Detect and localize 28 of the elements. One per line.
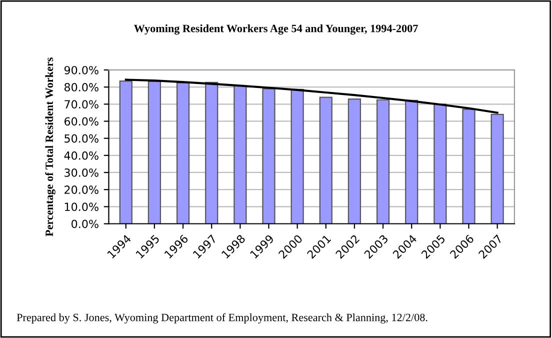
bar — [119, 80, 132, 224]
y-tick-label: 90.0% — [64, 66, 98, 74]
y-tick-label: 60.0% — [64, 117, 98, 126]
bar — [234, 84, 247, 224]
bar — [405, 100, 418, 224]
y-tick-label: 10.0% — [64, 202, 98, 212]
y-tick-label: 20.0% — [64, 186, 98, 194]
bar — [262, 88, 276, 224]
y-tick-label: 70.0% — [64, 100, 98, 109]
chart-title: Wyoming Resident Workers Age 54 and Younger, 1994-2007 — [134, 24, 418, 35]
y-tick-label: 30.0% — [64, 168, 98, 177]
y-axis-title: Percentage of Total Resident Workers — [45, 58, 56, 236]
bar — [176, 82, 190, 224]
y-tick-label: 40.0% — [64, 151, 98, 160]
y-tick-label: 80.0% — [64, 83, 98, 92]
bar — [348, 98, 362, 224]
bar — [490, 114, 504, 224]
bar — [376, 99, 390, 224]
y-tick-label: 0.0% — [72, 220, 98, 228]
bar — [319, 96, 332, 224]
text: Prepared by S. Jones, Wyoming Department of Employment, Research & Planning, 12/2/08. — [16, 313, 428, 324]
bar — [434, 104, 447, 224]
bar — [148, 80, 162, 224]
line-series — [124, 78, 498, 114]
y-tick-label: 50.0% — [64, 134, 98, 143]
bar — [205, 82, 218, 224]
bar — [290, 88, 304, 224]
bar — [462, 108, 476, 224]
